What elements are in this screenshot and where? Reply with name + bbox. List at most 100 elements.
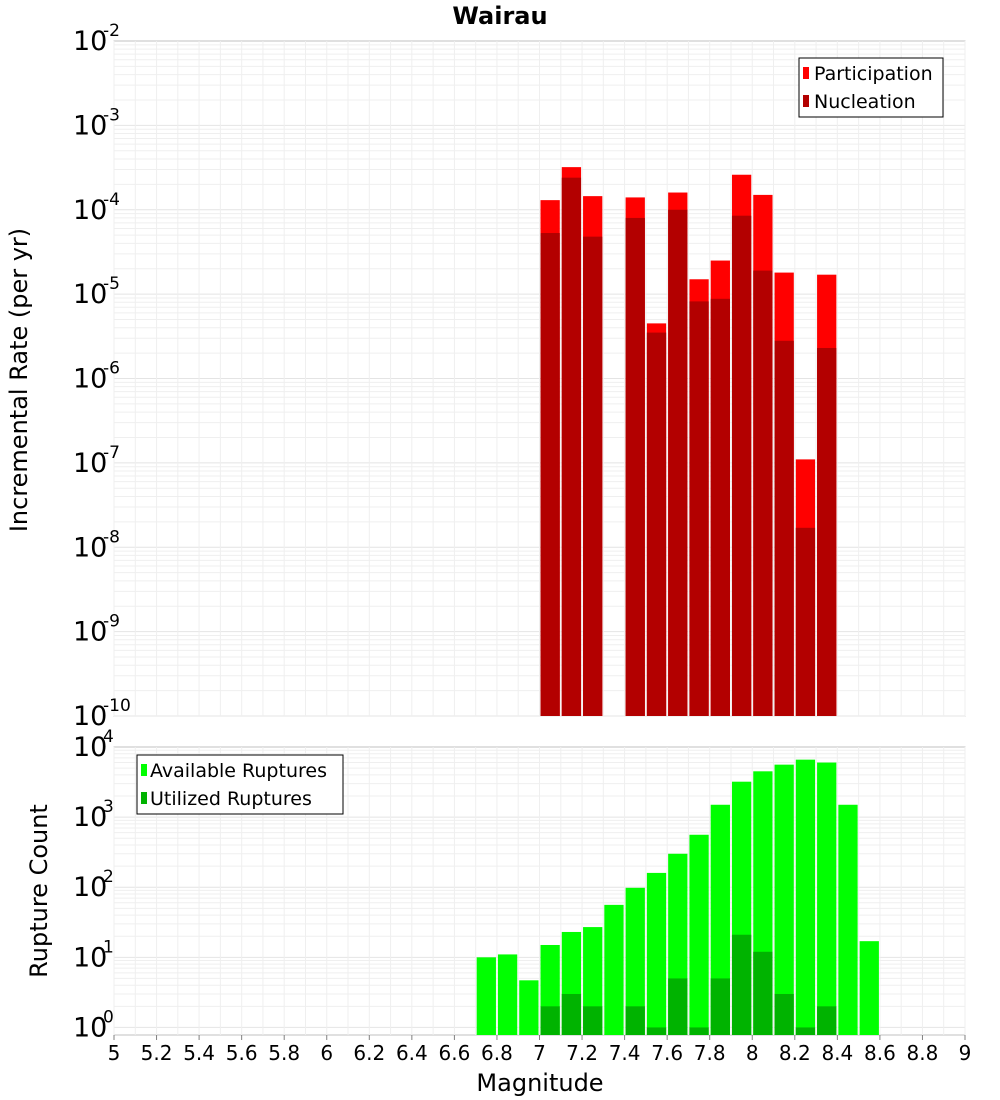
rate-y-tick-label: 10-2 bbox=[73, 21, 120, 57]
y-tick-base: 10 bbox=[73, 617, 107, 648]
rate-gridlines bbox=[113, 41, 966, 717]
available-ruptures-bar bbox=[646, 872, 667, 1035]
available-ruptures-bar bbox=[795, 759, 816, 1035]
y-tick-base: 10 bbox=[73, 701, 107, 732]
nucleation-bar bbox=[625, 217, 645, 716]
x-tick-label: 7 bbox=[533, 1041, 546, 1065]
y-tick-exponent: 1 bbox=[103, 937, 114, 957]
rate-y-tick-label: 10-10 bbox=[73, 696, 131, 732]
utilized-ruptures-bar bbox=[817, 1006, 837, 1035]
nucleation-bar bbox=[774, 340, 794, 716]
nucleation-bar bbox=[646, 332, 667, 716]
y-tick-base: 10 bbox=[73, 872, 107, 903]
utilized-ruptures-bar bbox=[625, 1006, 645, 1035]
chart-title: Wairau bbox=[452, 2, 547, 30]
nucleation-bar bbox=[753, 270, 773, 716]
x-tick-label: 8.4 bbox=[821, 1041, 853, 1065]
rate-bars bbox=[540, 167, 837, 717]
utilized-legend-swatch bbox=[141, 792, 147, 804]
x-tick-label: 6.2 bbox=[353, 1041, 385, 1065]
utilized-ruptures-bar bbox=[795, 1027, 816, 1035]
x-tick-labels: 5 5.2 5.4 5.6 5.8 6 6.2 6.4 6.6 6.8 7 7.2 7.4 7.6 7.8 8… bbox=[108, 1035, 972, 1065]
utilized-ruptures-bar bbox=[668, 978, 688, 1035]
utilized-ruptures-bar bbox=[710, 978, 730, 1035]
rate-y-tick-label: 10-7 bbox=[73, 443, 120, 479]
utilized-ruptures-bar bbox=[731, 934, 752, 1035]
count-y-tick-label: 104 bbox=[73, 727, 114, 763]
count-legend: Available Ruptures Utilized Ruptures bbox=[136, 754, 344, 815]
nucleation-bar bbox=[710, 298, 730, 716]
count-legend-box bbox=[136, 754, 344, 815]
y-tick-exponent: -3 bbox=[103, 105, 120, 125]
x-tick-label: 8.2 bbox=[779, 1041, 811, 1065]
y-tick-base: 10 bbox=[73, 1012, 107, 1043]
y-tick-exponent: -8 bbox=[103, 527, 120, 547]
nucleation-bar bbox=[795, 527, 816, 716]
utilized-ruptures-bar bbox=[583, 1006, 603, 1035]
x-tick-label: 7.2 bbox=[566, 1041, 598, 1065]
y-tick-base: 10 bbox=[73, 364, 107, 395]
rate-y-axis-label: Incremental Rate (per yr) bbox=[5, 228, 33, 532]
rate-legend: Participation Nucleation bbox=[798, 57, 944, 118]
rate-y-tick-label: 10-3 bbox=[73, 105, 120, 141]
available-ruptures-bar bbox=[604, 904, 624, 1035]
x-tick-label: 6 bbox=[320, 1041, 333, 1065]
count-y-tick-label: 102 bbox=[73, 867, 114, 903]
x-tick-label: 7.4 bbox=[609, 1041, 641, 1065]
available-ruptures-bar bbox=[689, 834, 709, 1035]
y-tick-exponent: -9 bbox=[103, 612, 120, 632]
available-ruptures-bar bbox=[476, 957, 496, 1035]
y-tick-base: 10 bbox=[73, 448, 107, 479]
count-y-tick-label: 100 bbox=[73, 1007, 114, 1043]
available-legend-label: Available Ruptures bbox=[150, 760, 327, 782]
y-tick-exponent: 4 bbox=[103, 727, 114, 747]
utilized-ruptures-bar bbox=[561, 993, 582, 1035]
rate-y-tick-label: 10-6 bbox=[73, 359, 120, 395]
utilized-legend-label: Utilized Ruptures bbox=[150, 788, 312, 810]
x-tick-label: 5 bbox=[108, 1041, 121, 1065]
x-axis-label: Magnitude bbox=[476, 1069, 603, 1097]
nucleation-bar bbox=[668, 209, 688, 716]
y-tick-base: 10 bbox=[73, 532, 107, 563]
y-tick-exponent: -2 bbox=[103, 21, 120, 41]
x-tick-label: 8 bbox=[746, 1041, 759, 1065]
y-tick-base: 10 bbox=[73, 195, 107, 226]
y-tick-base: 10 bbox=[73, 26, 107, 57]
y-tick-exponent: -10 bbox=[103, 696, 131, 716]
count-y-axis-label: Rupture Count bbox=[25, 804, 53, 978]
rate-y-tick-label: 10-9 bbox=[73, 612, 120, 648]
available-ruptures-bar bbox=[774, 764, 794, 1035]
y-tick-exponent: -5 bbox=[103, 274, 120, 294]
rate-y-tick-label: 10-4 bbox=[73, 190, 120, 226]
x-tick-label: 7.8 bbox=[694, 1041, 726, 1065]
rate-y-tick-label: 10-5 bbox=[73, 274, 120, 310]
available-ruptures-bar bbox=[838, 804, 858, 1035]
available-legend-swatch bbox=[141, 764, 147, 776]
x-tick-label: 5.8 bbox=[268, 1041, 300, 1065]
y-tick-exponent: 0 bbox=[103, 1007, 114, 1027]
x-tick-label: 8.6 bbox=[864, 1041, 896, 1065]
count-y-tick-label: 101 bbox=[73, 937, 114, 973]
rate-legend-box bbox=[798, 57, 944, 118]
x-tick-label: 5.2 bbox=[141, 1041, 173, 1065]
utilized-ruptures-bar bbox=[774, 993, 794, 1035]
y-tick-exponent: -6 bbox=[103, 359, 120, 379]
available-ruptures-bar bbox=[710, 804, 730, 1035]
nucleation-bar bbox=[689, 301, 709, 716]
nucleation-legend-swatch bbox=[803, 95, 809, 107]
nucleation-bar bbox=[731, 215, 752, 717]
x-tick-label: 5.4 bbox=[183, 1041, 215, 1065]
utilized-ruptures-bar bbox=[753, 951, 773, 1035]
utilized-ruptures-bar bbox=[646, 1027, 667, 1035]
nucleation-bar bbox=[817, 347, 837, 716]
y-tick-base: 10 bbox=[73, 279, 107, 310]
available-ruptures-bar bbox=[817, 762, 837, 1035]
participation-legend-swatch bbox=[803, 67, 809, 79]
y-tick-base: 10 bbox=[73, 110, 107, 141]
nucleation-legend-label: Nucleation bbox=[814, 91, 916, 113]
x-tick-label: 9 bbox=[959, 1041, 972, 1065]
